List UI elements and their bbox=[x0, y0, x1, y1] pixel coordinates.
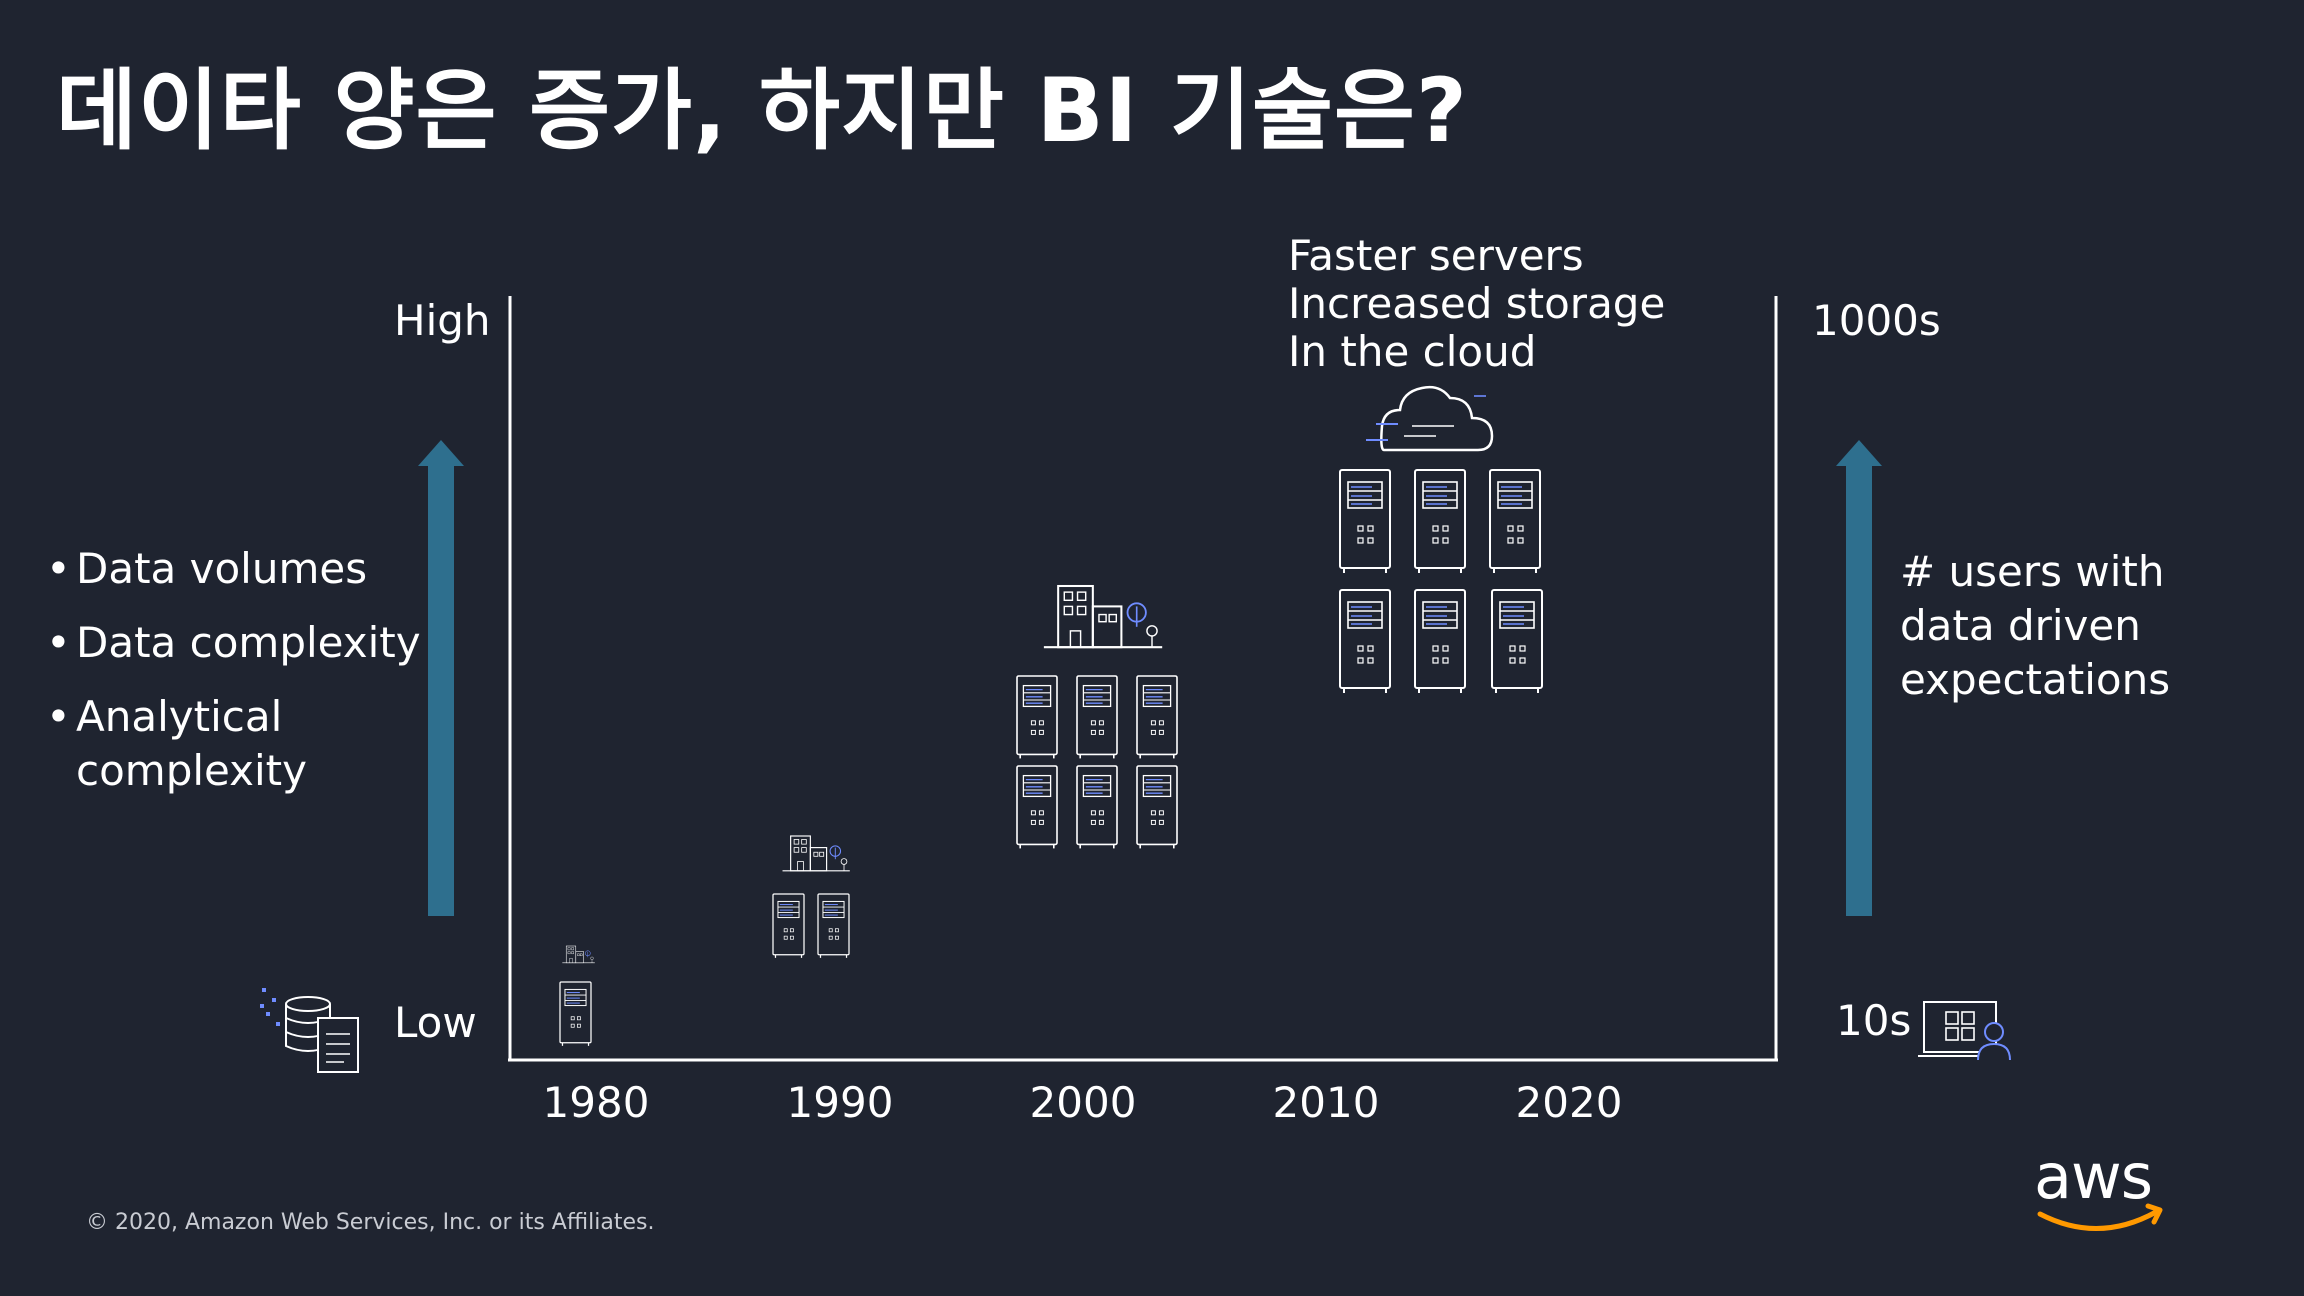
server-icon bbox=[1339, 589, 1391, 694]
server-icon bbox=[1489, 469, 1541, 574]
building-icon bbox=[562, 945, 596, 964]
right-up-arrow bbox=[1836, 440, 1882, 916]
bullet-item: • Data complexity bbox=[46, 616, 421, 670]
year-label: 2020 bbox=[1515, 1078, 1623, 1127]
year-label: 2000 bbox=[1029, 1078, 1137, 1127]
database-docs-icon bbox=[260, 988, 359, 1073]
server-icon bbox=[1136, 675, 1178, 760]
server-icon bbox=[817, 893, 850, 959]
server-icon bbox=[1414, 589, 1466, 694]
bullet-text: Data complexity bbox=[76, 618, 421, 667]
bullet-text: Data volumes bbox=[76, 544, 368, 593]
server-icon bbox=[772, 893, 805, 959]
bullet-text: complexity bbox=[76, 746, 307, 795]
aws-smile bbox=[2037, 1209, 2159, 1231]
server-icon bbox=[1339, 469, 1391, 574]
slide-title: 데이타 양은 증가, 하지만 BI 기술은? bbox=[56, 59, 1468, 162]
year-label: 2010 bbox=[1272, 1078, 1380, 1127]
axis-low-label: Low bbox=[394, 998, 477, 1047]
year-label: 1990 bbox=[786, 1078, 894, 1127]
dashboard-user-icon bbox=[1918, 1001, 2011, 1061]
note-line: Increased storage bbox=[1288, 279, 1666, 328]
bullet-item-continuation: complexity bbox=[46, 744, 421, 798]
building-icon bbox=[1042, 584, 1164, 649]
server-icon bbox=[1016, 675, 1058, 760]
server-icon bbox=[1076, 765, 1118, 850]
aws-logo: aws bbox=[2034, 1140, 2153, 1213]
server-icon bbox=[1136, 765, 1178, 850]
users-line: expectations bbox=[1900, 655, 2171, 704]
bullet-item: • Analytical bbox=[46, 690, 421, 744]
year-label: 1980 bbox=[542, 1078, 650, 1127]
building-icon bbox=[781, 835, 851, 872]
server-icon bbox=[1414, 469, 1466, 574]
server-icon bbox=[1016, 765, 1058, 850]
bullet-list: • Data volumes • Data complexity • Analytic… bbox=[46, 542, 421, 818]
copyright-footer: © 2020, Amazon Web Services, Inc. or its… bbox=[86, 1210, 655, 1235]
server-icon bbox=[1491, 589, 1543, 694]
axis-high-label: High bbox=[394, 296, 491, 345]
bullet-item: • Data volumes bbox=[46, 542, 421, 596]
note-line: Faster servers bbox=[1288, 231, 1584, 280]
server-icon bbox=[1076, 675, 1118, 760]
users-line: # users with bbox=[1900, 547, 2165, 596]
cloud-icon bbox=[1366, 385, 1494, 452]
users-low-label: 10s bbox=[1836, 996, 1912, 1045]
users-description: # users with data driven expectations bbox=[1900, 545, 2170, 707]
left-up-arrow bbox=[418, 440, 464, 916]
users-line: data driven bbox=[1900, 601, 2141, 650]
server-icon bbox=[559, 981, 592, 1047]
cloud-notes: Faster servers Increased storage In the … bbox=[1288, 232, 1665, 376]
users-high-label: 1000s bbox=[1812, 296, 1941, 345]
note-line: In the cloud bbox=[1288, 327, 1537, 376]
bullet-text: Analytical bbox=[76, 692, 283, 741]
